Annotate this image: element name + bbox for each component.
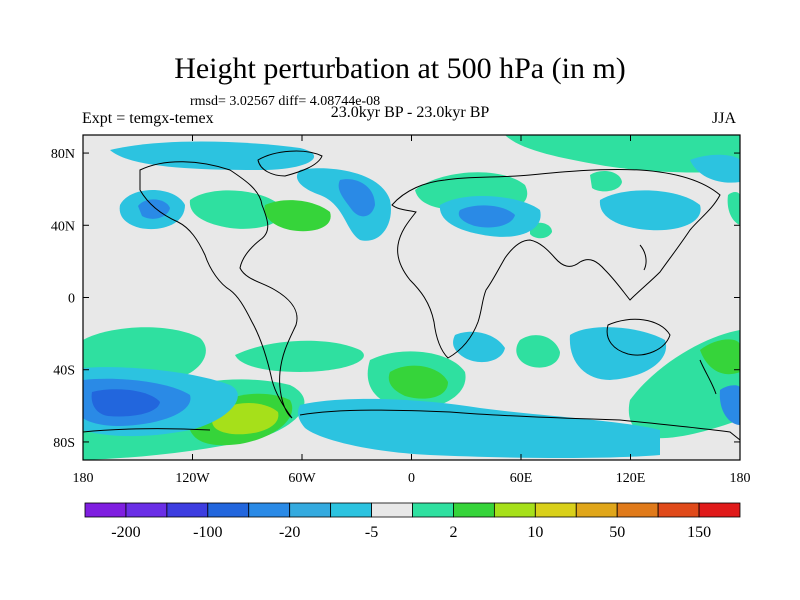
colorbar-label: 2 (449, 524, 457, 541)
contour-positive-region (700, 339, 740, 375)
colorbar-swatch (575, 502, 618, 518)
colorbar-swatch (125, 502, 168, 518)
colorbar-swatch (166, 502, 209, 518)
lat-tick-label: 40S (53, 364, 75, 379)
contour-negative-region (719, 385, 740, 425)
colorbar-swatch (493, 502, 536, 518)
contour-positive-region (590, 170, 622, 192)
colorbar-label: 150 (687, 524, 711, 541)
colorbar-swatch (657, 502, 700, 518)
colorbar-swatch (453, 502, 495, 518)
lon-tick-label: 120W (175, 471, 210, 486)
colorbar-label: -200 (111, 524, 140, 541)
contour-negative-region (453, 331, 505, 363)
stats-line: rmsd= 3.02567 diff= 4.08744e-08 (190, 94, 381, 109)
world-coastlines-icon (83, 150, 740, 441)
lat-tick-label: 40N (51, 219, 75, 234)
colorbar-label: -20 (279, 524, 300, 541)
contour-negative-region (338, 179, 375, 217)
contour-positive-region (388, 365, 448, 399)
lat-tick-label: 80N (51, 147, 75, 162)
colorbar-swatch (289, 502, 332, 518)
longitude-axis: 180 120W 60W 0 60E 120E 180 (73, 135, 751, 486)
contour-negative-region (458, 205, 515, 228)
period-label: 23.0kyr BP - 23.0kyr BP (330, 104, 490, 121)
contour-negative-region (110, 141, 315, 170)
colorbar-label: 50 (609, 524, 625, 541)
contour-negative-region (690, 154, 740, 183)
lon-tick-label: 60E (510, 471, 533, 486)
lon-tick-label: 0 (408, 471, 415, 486)
lon-tick-label: 60W (288, 471, 316, 486)
contour-negative-region (91, 389, 160, 417)
colorbar-label: 10 (527, 524, 543, 541)
contour-negative-region (296, 168, 391, 241)
contour-fields (83, 135, 740, 460)
colorbar-swatch (616, 502, 659, 518)
lat-tick-label: 0 (68, 292, 75, 307)
colorbar-swatch (371, 502, 413, 518)
lon-tick-label: 180 (73, 471, 94, 486)
chart-title: Height perturbation at 500 hPa (in m) (174, 52, 626, 85)
experiment-label: Expt = temgx-temex (82, 110, 214, 127)
contour-positive-region (264, 200, 331, 232)
colorbar-swatch (412, 502, 454, 518)
contour-positive-region (235, 340, 364, 372)
colorbar-swatch (248, 502, 291, 518)
colorbar-label: -5 (365, 524, 378, 541)
contour-positive-region (505, 135, 740, 173)
contour-negative-region (569, 327, 667, 380)
latitude-axis: 80N 40N 0 40S 80S (51, 147, 740, 451)
contour-positive-region (516, 335, 560, 368)
lat-tick-label: 80S (53, 436, 75, 451)
colorbar-swatch (330, 502, 372, 518)
season-label: JJA (712, 110, 737, 127)
colorbar-label: -100 (193, 524, 222, 541)
lon-tick-label: 120E (616, 471, 646, 486)
contour-positive-region (189, 190, 283, 229)
colorbar: -200 -100 -20 -5 2 10 50 150 (84, 502, 741, 541)
contour-positive-region (727, 192, 740, 225)
contour-negative-region (138, 199, 170, 219)
colorbar-swatch (207, 502, 250, 518)
colorbar-swatch (84, 502, 127, 518)
colorbar-swatch (534, 502, 577, 518)
lon-tick-label: 180 (730, 471, 751, 486)
colorbar-swatch (698, 502, 741, 518)
map-area (82, 134, 741, 461)
contour-negative-region (297, 398, 660, 459)
contour-negative-region (599, 190, 701, 231)
